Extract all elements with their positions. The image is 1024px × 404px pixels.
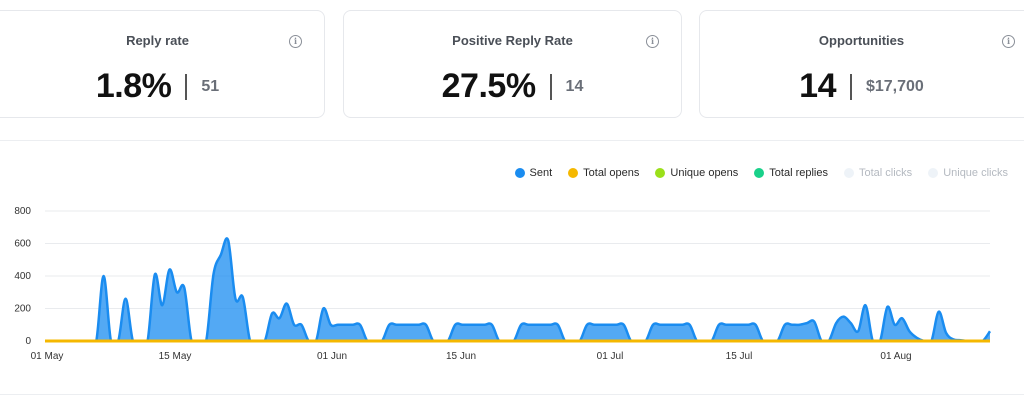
legend-item-total-replies[interactable]: Total replies <box>754 167 828 179</box>
chart-legend: Sent Total opens Unique opens Total replies… <box>514 167 1008 179</box>
legend-label: Total replies <box>769 167 828 179</box>
info-icon[interactable]: i <box>1002 35 1015 48</box>
legend-item-unique-opens[interactable]: Unique opens <box>655 167 738 179</box>
reply-rate-card: Reply rate i 1.8% 51 <box>0 10 325 118</box>
metric-separator <box>185 73 188 100</box>
y-tick-label: 800 <box>14 206 31 217</box>
bottom-divider <box>0 394 1024 395</box>
section-divider <box>0 140 1024 141</box>
legend-label: Unique opens <box>670 167 739 179</box>
metric-value: 1.8% <box>95 67 172 105</box>
info-icon[interactable]: i <box>646 35 659 48</box>
y-tick-label: 600 <box>14 239 31 250</box>
legend-item-total-clicks[interactable]: Total clicks <box>844 167 912 179</box>
card-title: Positive Reply Rate <box>452 33 573 48</box>
metric: 14 $17,700 <box>700 67 1023 106</box>
legend-label: Total clicks <box>859 167 913 179</box>
legend-label: Sent <box>529 167 553 179</box>
y-tick-label: 0 <box>25 336 31 347</box>
legend-item-unique-clicks[interactable]: Unique clicks <box>928 167 1008 179</box>
card-title: Opportunities <box>818 33 905 48</box>
x-tick-label: 01 May <box>31 351 64 362</box>
y-tick-label: 400 <box>14 271 31 282</box>
legend-dot-icon <box>844 168 854 178</box>
legend-item-total-opens[interactable]: Total opens <box>568 167 639 179</box>
sent-area <box>45 238 990 341</box>
x-tick-label: 01 Jun <box>317 351 347 362</box>
positive-reply-rate-card: Positive Reply Rate i 27.5% 14 <box>343 10 682 118</box>
info-icon[interactable]: i <box>289 35 302 48</box>
metric-value: 14 <box>799 67 836 105</box>
legend-dot-icon <box>655 168 666 178</box>
x-tick-label: 01 Aug <box>880 351 911 362</box>
activity-chart: 0 200 400 600 800 01 May 15 May 01 Jun 15 Jun 01 … <box>14 206 992 362</box>
legend-label: Unique clicks <box>943 167 1008 179</box>
legend-label: Total opens <box>583 167 640 179</box>
legend-dot-icon <box>514 168 525 178</box>
metric: 1.8% 51 <box>0 67 324 106</box>
legend-item-sent[interactable]: Sent <box>514 167 553 179</box>
metric-separator <box>849 73 852 100</box>
x-tick-label: 15 May <box>159 351 192 362</box>
y-tick-label: 200 <box>14 304 31 315</box>
x-tick-label: 15 Jun <box>446 351 476 362</box>
metric-value: 27.5% <box>441 67 536 105</box>
x-tick-label: 01 Jul <box>597 351 624 362</box>
metric-separator <box>549 73 552 100</box>
metric: 27.5% 14 <box>344 67 681 106</box>
metric-amount: $17,700 <box>865 77 924 95</box>
metric-count: 14 <box>565 77 584 95</box>
legend-dot-icon <box>754 168 765 178</box>
card-title: Reply rate <box>126 33 189 48</box>
legend-dot-icon <box>928 168 939 178</box>
legend-dot-icon <box>568 168 579 178</box>
metric-count: 51 <box>201 77 220 95</box>
opportunities-card: Opportunities i 14 $17,700 <box>699 10 1024 118</box>
x-tick-label: 15 Jul <box>726 351 753 362</box>
